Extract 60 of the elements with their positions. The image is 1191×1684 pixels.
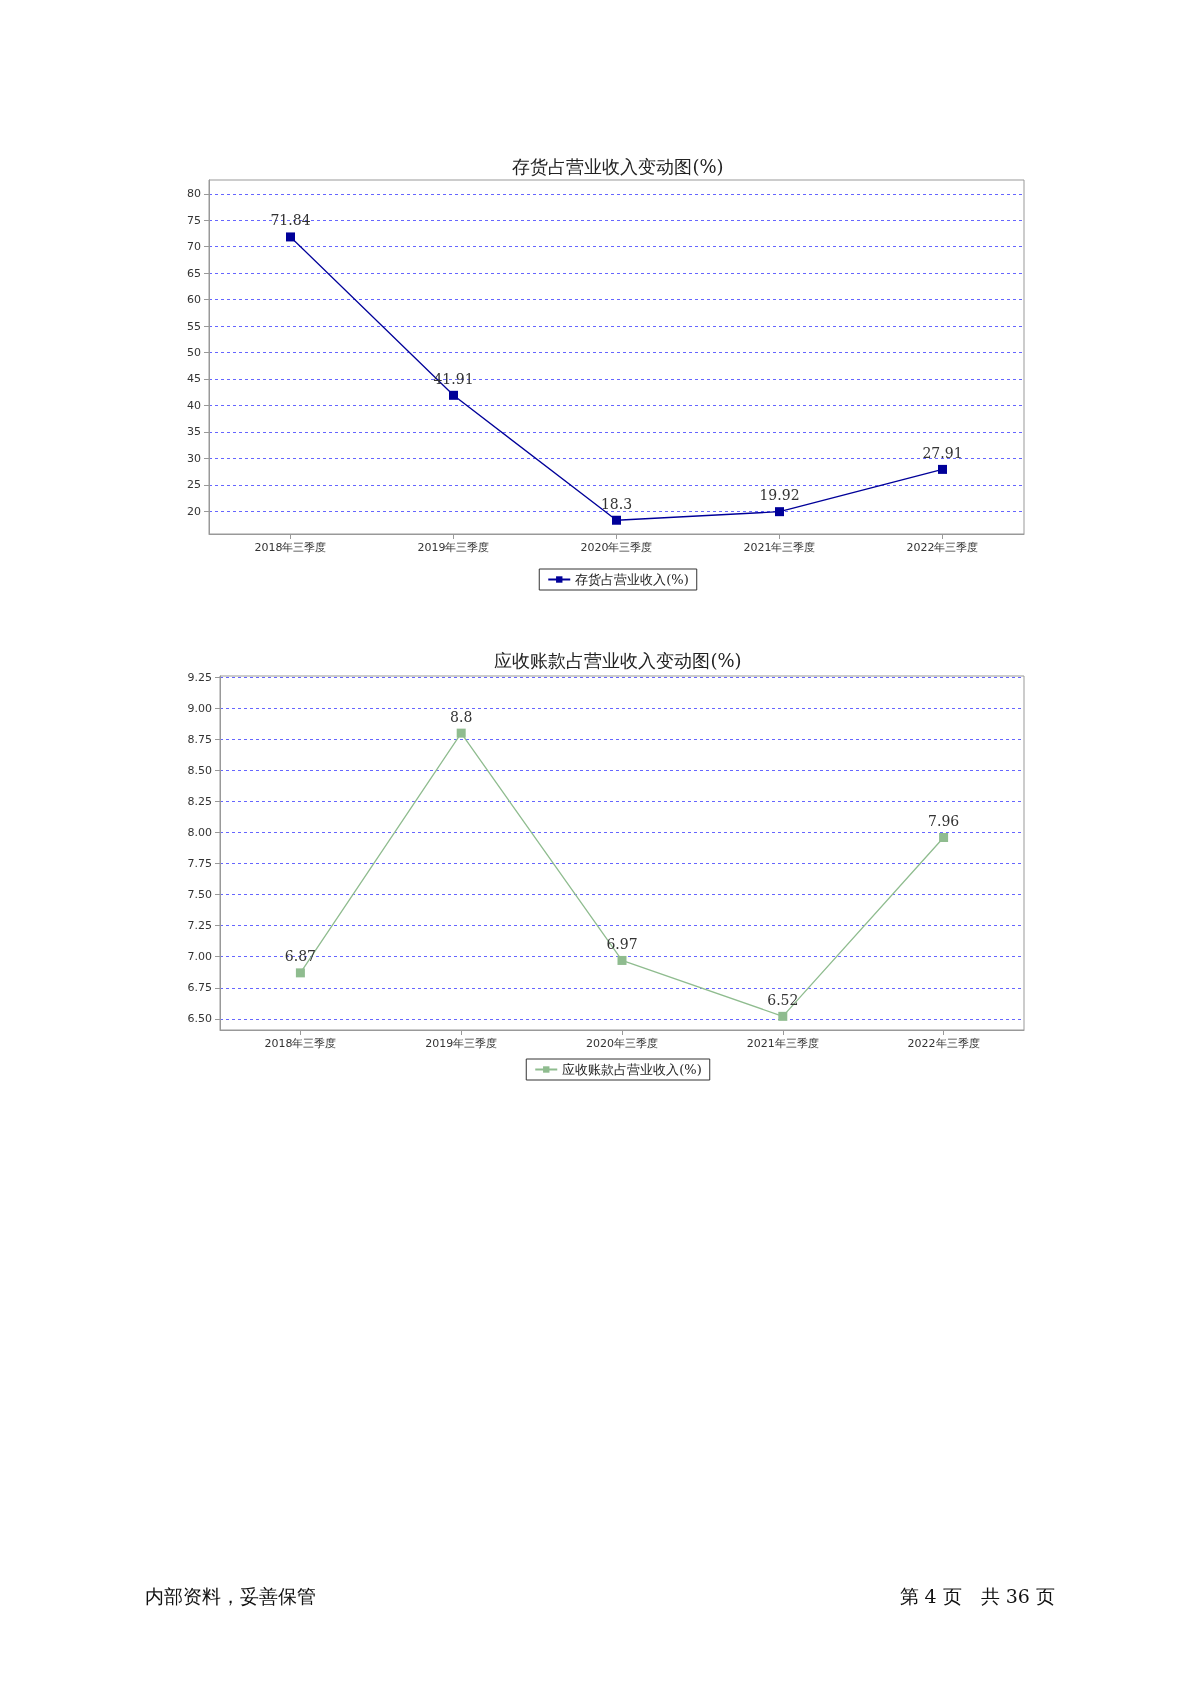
point — [617, 955, 627, 965]
x-tick-label: 2020年三季度 — [580, 541, 653, 554]
point — [286, 232, 295, 242]
point — [449, 390, 458, 400]
point — [295, 968, 305, 978]
chart-title: 存货占营业收入变动图(%) — [512, 155, 724, 177]
y-tick-label: 50 — [187, 346, 201, 359]
x-tick-label: 2021年三季度 — [746, 1037, 819, 1050]
y-tick-label: 7.00 — [187, 950, 212, 964]
y-tick-label: 9.00 — [187, 701, 212, 715]
y-tick-label: 65 — [187, 266, 201, 280]
x-tick-label: 2022年三季度 — [906, 541, 979, 554]
y-tick-label: 6.75 — [187, 981, 212, 995]
x-tick-label: 2019年三季度 — [425, 1037, 498, 1050]
y-tick-label: 7.75 — [187, 857, 212, 871]
point — [612, 515, 621, 525]
y-tick-label: 7.50 — [187, 888, 212, 902]
y-tick-label: 60 — [187, 293, 201, 307]
y-tick-label: 80 — [187, 187, 201, 201]
y-tick-label: 55 — [187, 319, 201, 333]
x-tick-label: 2019年三季度 — [417, 541, 490, 554]
y-tick-label: 8.00 — [187, 826, 212, 840]
y-tick-label: 9.25 — [187, 670, 212, 684]
text: 第 4 页 共 36 页 — [899, 1584, 1055, 1609]
x-tick-label: 2018年三季度 — [254, 541, 327, 554]
data-label: 71.84 — [270, 212, 311, 229]
y-tick-label: 8.25 — [187, 794, 212, 808]
point — [456, 728, 466, 738]
data-label: 19.92 — [759, 487, 800, 504]
data-label: 6.52 — [767, 991, 799, 1008]
x-tick-label: 2020年三季度 — [586, 1037, 658, 1050]
legend-label: 存货占营业收入(%) — [575, 572, 689, 587]
y-tick-label: 20 — [187, 504, 201, 518]
point — [775, 507, 784, 517]
y-tick-label: 8.50 — [187, 763, 212, 777]
x-tick-label: 2018年三季度 — [264, 1037, 337, 1050]
data-label: 8.8 — [450, 708, 473, 725]
point — [938, 464, 947, 474]
x-tick-label: 2022年三季度 — [907, 1037, 980, 1050]
y-tick-label: 7.25 — [187, 919, 212, 933]
x-tick-label: 2021年三季度 — [743, 541, 816, 554]
legend-label: 应收账款占营业收入(%) — [562, 1062, 702, 1077]
y-tick-label: 30 — [187, 451, 201, 465]
y-tick-label: 45 — [187, 372, 201, 386]
y-tick-label: 40 — [187, 398, 201, 412]
data-label: 6.87 — [284, 948, 316, 965]
text: 内部资料，妥善保管 — [145, 1584, 316, 1609]
y-tick-label: 35 — [187, 425, 201, 439]
y-tick-label: 6.50 — [187, 1012, 212, 1026]
point — [939, 832, 949, 842]
y-tick-label: 25 — [187, 478, 201, 492]
y-tick-label: 8.75 — [187, 732, 212, 746]
chart-title: 应收账款占营业收入变动图(%) — [494, 649, 742, 671]
y-tick-label: 70 — [187, 240, 201, 254]
data-label: 27.91 — [922, 444, 963, 461]
point — [778, 1011, 788, 1021]
data-label: 18.3 — [600, 495, 633, 512]
y-tick-label: 75 — [187, 213, 201, 227]
data-label: 6.97 — [606, 935, 638, 952]
data-label: 7.96 — [928, 812, 960, 829]
